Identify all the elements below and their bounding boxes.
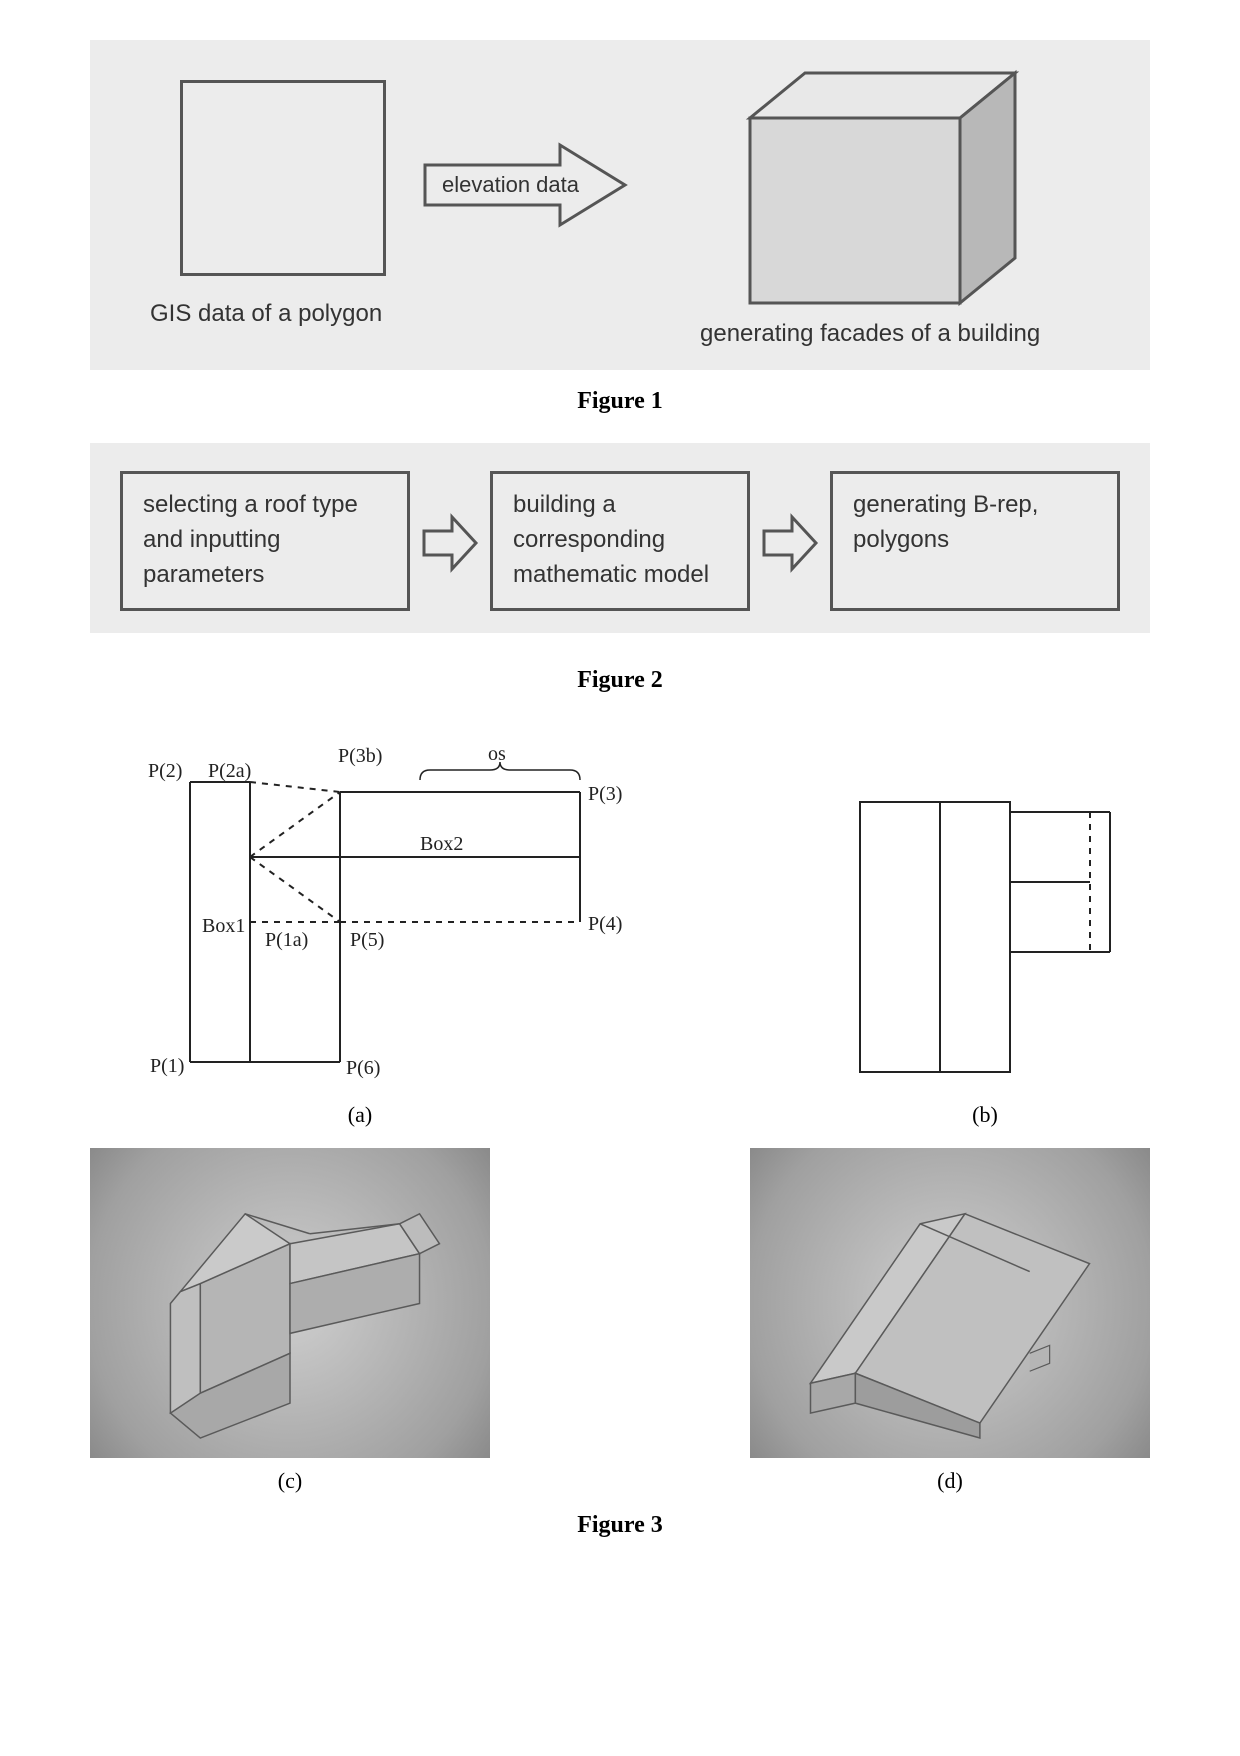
fig1-facade-label: generating facades of a building	[700, 320, 1040, 348]
fig3-sub-a: P(1) P(2) P(2a) P(3b) os P(3) P(4) P(5) …	[90, 722, 630, 1128]
fig3a-diagram: P(1) P(2) P(2a) P(3b) os P(3) P(4) P(5) …	[90, 722, 630, 1092]
fig3b-label: (b)	[972, 1102, 998, 1128]
svg-text:P(2): P(2)	[148, 760, 182, 782]
svg-text:P(3): P(3)	[588, 783, 622, 805]
fig3c-wall-left	[170, 1283, 200, 1413]
fig2-arrow-2	[760, 513, 820, 573]
fig3d-render	[750, 1148, 1150, 1458]
arrow-shape-icon	[424, 517, 476, 569]
svg-text:P(5): P(5)	[350, 929, 384, 951]
fig2-caption: Figure 2	[90, 667, 1150, 694]
fig3a-label: (a)	[348, 1102, 372, 1128]
fig2-box-1: selecting a roof type and inputting para…	[120, 471, 410, 611]
fig2-box-2: building a corresponding mathematic mode…	[490, 471, 750, 611]
fig3-panel: P(1) P(2) P(2a) P(3b) os P(3) P(4) P(5) …	[90, 722, 1150, 1539]
arrow-shape-icon	[764, 517, 816, 569]
cube-front-face	[750, 118, 960, 303]
svg-text:P(3b): P(3b)	[338, 745, 382, 767]
svg-text:P(6): P(6)	[346, 1057, 380, 1079]
fig3c-label: (c)	[278, 1468, 302, 1494]
fig2-panel: selecting a roof type and inputting para…	[90, 443, 1150, 633]
fig1-panel: GIS data of a polygon elevation data gen…	[90, 40, 1150, 370]
svg-text:os: os	[488, 743, 506, 765]
fig1-arrow: elevation data	[420, 140, 630, 230]
fig3-sub-b: (b)	[820, 782, 1150, 1128]
svg-text:Box2: Box2	[420, 833, 463, 855]
fig1-square	[180, 80, 386, 276]
fig3-sub-c: (c)	[90, 1148, 490, 1494]
fig3-caption: Figure 3	[90, 1512, 1150, 1539]
fig2-arrow-1	[420, 513, 480, 573]
fig1-gis-label: GIS data of a polygon	[150, 300, 382, 328]
fig3b-diagram	[820, 782, 1150, 1092]
svg-text:P(4): P(4)	[588, 913, 622, 935]
fig3-sub-d: (d)	[750, 1148, 1150, 1494]
fig3d-label: (d)	[937, 1468, 963, 1494]
svg-text:P(1): P(1)	[150, 1055, 184, 1077]
svg-text:P(2a): P(2a)	[208, 760, 251, 782]
fig2-box-3: generating B-rep, polygons	[830, 471, 1120, 611]
page: GIS data of a polygon elevation data gen…	[0, 0, 1240, 1607]
fig1-cube	[710, 58, 1030, 318]
svg-text:Box1: Box1	[202, 915, 245, 937]
fig1-caption: Figure 1	[90, 388, 1150, 415]
fig3c-render	[90, 1148, 490, 1458]
svg-text:P(1a): P(1a)	[265, 929, 308, 951]
fig1-arrow-text: elevation data	[442, 172, 580, 197]
